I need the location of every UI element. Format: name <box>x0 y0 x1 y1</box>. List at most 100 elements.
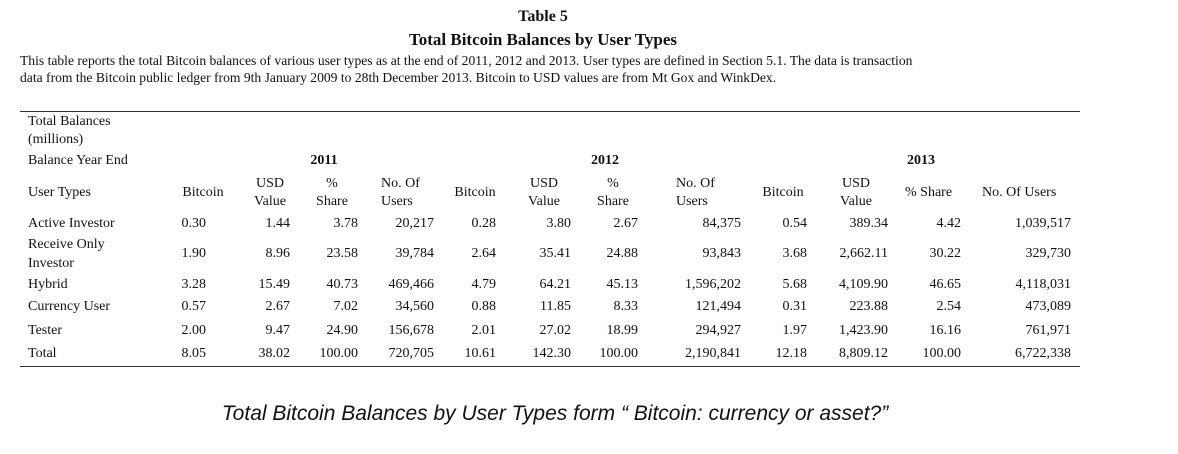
row-label-currency-user: Currency User <box>28 299 111 314</box>
year-2011: 2011 <box>310 153 338 168</box>
table-cell: 4.42 <box>936 216 962 231</box>
table-cell: 8.05 <box>181 346 207 361</box>
table-cell: 39,784 <box>395 246 435 261</box>
table-cell: 0.28 <box>471 216 497 231</box>
table-cell: 84,375 <box>702 216 742 231</box>
table-cell: 2,662.11 <box>839 246 888 261</box>
year-2013: 2013 <box>907 153 935 168</box>
table-cell: 2.00 <box>181 323 207 338</box>
table-cell: 2.54 <box>936 299 962 314</box>
table-bottom-rule <box>20 366 1080 367</box>
col-bitcoin-2012: Bitcoin <box>454 185 496 200</box>
table-cell: 20,217 <box>395 216 435 231</box>
table-description: This table reports the total Bitcoin bal… <box>20 52 1080 86</box>
col-share-2012: Share <box>597 194 629 209</box>
col-users-2012: Users <box>676 194 708 209</box>
table-cell: 7.02 <box>333 299 359 314</box>
col-share-2011: Share <box>316 194 348 209</box>
table-cell: 1,596,202 <box>685 277 741 292</box>
row-label-hybrid: Hybrid <box>28 277 68 292</box>
table-cell: 0.30 <box>181 216 207 231</box>
table-cell: 1,423.90 <box>839 323 888 338</box>
row-label-tester: Tester <box>28 323 63 338</box>
col-bitcoin-2011: Bitcoin <box>182 185 224 200</box>
table-cell: 1.44 <box>265 216 291 231</box>
table-cell: 142.30 <box>532 346 572 361</box>
table-cell: 15.49 <box>258 277 291 292</box>
table-label: Table 5 <box>518 8 568 25</box>
table-cell: 40.73 <box>326 277 359 292</box>
table-cell: 2.67 <box>265 299 291 314</box>
table-cell: 9.47 <box>265 323 291 338</box>
table-cell: 2.01 <box>471 323 497 338</box>
table-cell: 389.34 <box>849 216 889 231</box>
col-pct-share-2013: % Share <box>905 185 953 200</box>
table-cell: 6,722,338 <box>1015 346 1071 361</box>
table-cell: 3.80 <box>546 216 572 231</box>
table-cell: 8.33 <box>613 299 639 314</box>
table-cell: 16.16 <box>929 323 962 338</box>
table-cell: 10.61 <box>464 346 497 361</box>
col-noof-2012: No. Of <box>676 176 715 191</box>
table-cell: 223.88 <box>849 299 889 314</box>
row-label-investor: Investor <box>28 256 74 271</box>
header-total-balances: Total Balances <box>28 114 111 129</box>
table-cell: 3.78 <box>333 216 359 231</box>
table-cell: 64.21 <box>539 277 572 292</box>
header-millions: (millions) <box>28 132 84 147</box>
table-cell: 0.57 <box>181 299 207 314</box>
table-cell: 720,705 <box>388 346 435 361</box>
col-usd-2013: USD <box>841 176 870 191</box>
col-usd-2012: USD <box>529 176 558 191</box>
table-cell: 100.00 <box>922 346 962 361</box>
table-cell: 761,971 <box>1025 323 1072 338</box>
table-cell: 100.00 <box>319 346 359 361</box>
table-cell: 4.79 <box>471 277 497 292</box>
table-cell: 1.90 <box>181 246 207 261</box>
table-cell: 24.88 <box>606 246 639 261</box>
table-cell: 2.64 <box>471 246 497 261</box>
table-cell: 329,730 <box>1025 246 1072 261</box>
table-cell: 18.99 <box>606 323 639 338</box>
table-cell: 30.22 <box>929 246 962 261</box>
year-2012: 2012 <box>591 153 619 168</box>
table-cell: 46.65 <box>929 277 962 292</box>
table-cell: 0.88 <box>471 299 497 314</box>
col-usd-value-2012: Value <box>528 194 560 209</box>
row-label-total: Total <box>28 346 57 361</box>
description-line-1: This table reports the total Bitcoin bal… <box>20 53 913 68</box>
table-cell: 2.67 <box>613 216 639 231</box>
table-cell: 0.31 <box>782 299 808 314</box>
table-cell: 24.90 <box>326 323 359 338</box>
table-cell: 473,089 <box>1025 299 1072 314</box>
table-top-rule <box>20 111 1080 112</box>
table-cell: 4,118,031 <box>1015 277 1071 292</box>
col-users-2011: Users <box>381 194 413 209</box>
row-label-receive-only: Receive Only <box>28 237 105 252</box>
table-cell: 8.96 <box>265 246 291 261</box>
col-pct-2011: % <box>326 176 338 191</box>
header-user-types: User Types <box>28 185 91 200</box>
table-cell: 294,927 <box>695 323 742 338</box>
table-cell: 100.00 <box>599 346 639 361</box>
table-cell: 8,809.12 <box>839 346 888 361</box>
description-line-2: data from the Bitcoin public ledger from… <box>20 70 777 85</box>
col-pct-2012: % <box>607 176 619 191</box>
table-cell: 11.85 <box>540 299 571 314</box>
table-cell: 1.97 <box>782 323 808 338</box>
table-cell: 38.02 <box>258 346 291 361</box>
table-cell: 3.28 <box>181 277 207 292</box>
table-cell: 34,560 <box>395 299 435 314</box>
row-label-active-investor: Active Investor <box>28 216 115 231</box>
col-usd-value-2011: Value <box>254 194 286 209</box>
table-title: Total Bitcoin Balances by User Types <box>408 30 678 49</box>
table-cell: 5.68 <box>782 277 808 292</box>
col-usd-value-2013: Value <box>840 194 872 209</box>
table-cell: 4,109.90 <box>839 277 888 292</box>
col-noof-2011: No. Of <box>381 176 420 191</box>
table-cell: 35.41 <box>539 246 572 261</box>
header-balance-year-end: Balance Year End <box>28 153 128 168</box>
image-caption: Total Bitcoin Balances by User Types for… <box>221 402 889 425</box>
table-cell: 2,190,841 <box>685 346 741 361</box>
table-cell: 12.18 <box>775 346 808 361</box>
